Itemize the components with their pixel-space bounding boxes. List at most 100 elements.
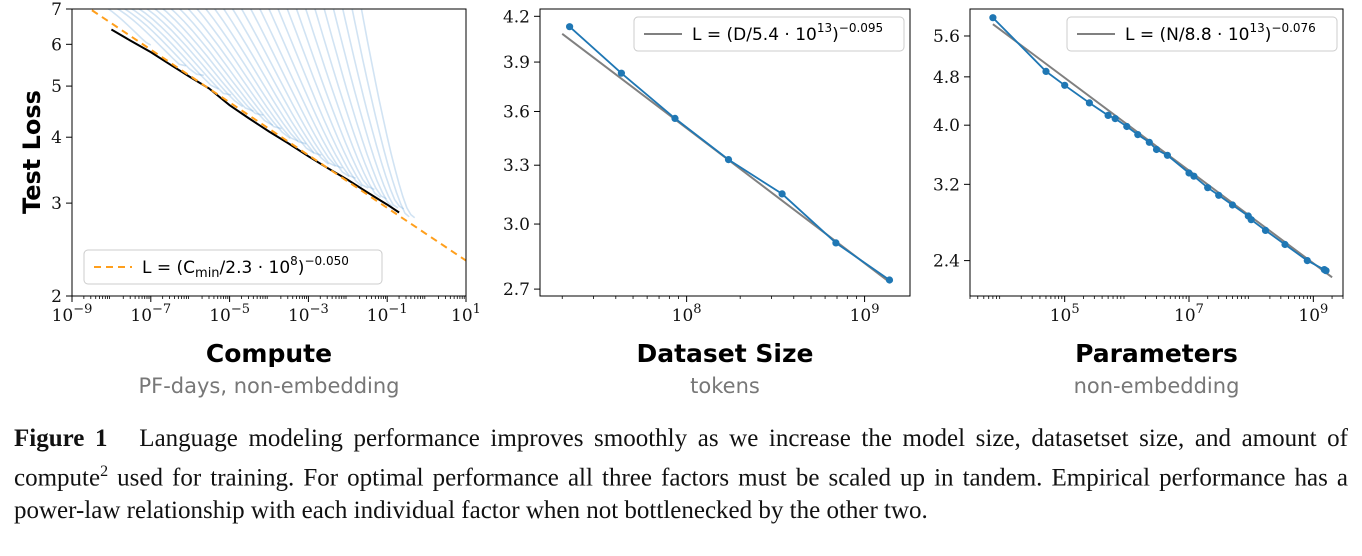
learning-curve <box>231 9 330 165</box>
x-axis-label: Compute <box>206 339 332 368</box>
learning-curve <box>323 9 393 208</box>
x-tick-label: 10−1 <box>367 302 408 326</box>
y-tick-label: 2 <box>51 287 62 307</box>
legend-text: L = (D/5.4 · 1013)−0.095 <box>692 21 883 45</box>
learning-curve <box>277 9 363 188</box>
learning-curve <box>286 9 369 189</box>
y-tick-label: 7 <box>51 0 62 20</box>
y-tick-label: 3.3 <box>503 156 530 176</box>
data-point <box>832 239 840 247</box>
data-point <box>1152 145 1161 154</box>
learning-curve <box>116 9 186 67</box>
caption-text-part2: used for training. For optimal performan… <box>14 464 1348 525</box>
data-point <box>1247 216 1255 224</box>
plot-area <box>561 23 894 284</box>
data-point <box>1303 257 1311 265</box>
learning-curve <box>314 9 387 200</box>
data-point <box>671 114 679 122</box>
y-tick-label: 2.7 <box>503 280 530 300</box>
learning-curve <box>341 9 405 210</box>
data-point <box>1322 267 1330 275</box>
learning-curve <box>213 9 315 154</box>
x-tick-label: 109 <box>850 302 880 326</box>
y-tick-label: 3 <box>51 194 62 214</box>
data-point <box>1228 201 1237 209</box>
learning-curve <box>304 9 381 199</box>
data-point <box>1042 67 1050 75</box>
compute-frontier-line <box>110 28 400 214</box>
learning-curve <box>178 9 282 130</box>
x-tick-label: 108 <box>672 302 702 326</box>
learning-curve <box>332 9 399 209</box>
parameters-panel: 105 107 109 2.4 3.2 4.0 4.8 5.6 Parameters non-em… <box>933 8 1344 398</box>
x-tick-label: 10−7 <box>130 302 171 326</box>
y-tick-label: 4.8 <box>933 68 960 88</box>
caption-label: Figure 1 <box>14 425 108 452</box>
x-tick-label: 105 <box>1050 302 1080 326</box>
plot-area <box>989 14 1333 279</box>
learning-curve <box>240 9 336 167</box>
data-line <box>568 26 891 281</box>
data-point <box>989 14 997 22</box>
data-point <box>617 69 626 77</box>
learning-curve <box>153 9 254 112</box>
learning-curve <box>295 9 375 191</box>
x-tick-label: 10−5 <box>209 302 250 326</box>
y-axis-label: Test Loss <box>18 90 46 214</box>
learning-curve <box>130 9 219 90</box>
y-tick-label: 3.6 <box>503 102 530 122</box>
x-tick-label: 10−3 <box>288 302 329 326</box>
y-tick-label: 5 <box>51 77 62 97</box>
data-line <box>992 17 1327 272</box>
data-point <box>1261 226 1270 234</box>
learning-curve <box>222 9 322 156</box>
fit-line <box>992 23 1333 279</box>
learning-curve <box>170 9 274 126</box>
data-point <box>1163 151 1171 159</box>
y-tick-label: 6 <box>51 35 62 55</box>
x-axis-label: Dataset Size <box>636 339 813 368</box>
data-point <box>1215 191 1223 199</box>
data-point <box>1281 240 1289 249</box>
learning-curve <box>249 9 343 169</box>
figure-caption: Figure 1 Language modeling performance i… <box>14 422 1348 527</box>
learning-curve <box>351 9 410 218</box>
y-tick-label: 3.2 <box>933 175 960 195</box>
x-axis-sublabel: tokens <box>690 374 760 398</box>
legend-box <box>83 249 383 285</box>
learning-curve <box>204 9 307 145</box>
legend-text: L = (N/8.8 · 1013)−0.076 <box>1125 21 1316 45</box>
data-point <box>1111 115 1119 123</box>
data-point <box>1123 122 1131 131</box>
figure: 10−9 10−7 10−5 10−3 10−1 101 2 3 4 5 6 7 Test Loss Co… <box>18 0 1344 398</box>
data-point <box>1134 131 1142 139</box>
learning-curve <box>145 9 244 108</box>
learning-curve <box>161 9 264 116</box>
axes-frame <box>71 8 467 297</box>
legend-box <box>1066 16 1338 52</box>
learning-curve <box>268 9 356 179</box>
data-point <box>1190 172 1198 180</box>
caption-footnote-marker: 2 <box>100 463 109 480</box>
legend-box <box>633 16 905 52</box>
learning-curve <box>123 9 204 77</box>
learning-curve <box>196 9 299 142</box>
learning-curve <box>187 9 291 140</box>
data-point <box>778 190 786 198</box>
y-tick-label: 4.2 <box>503 7 530 27</box>
x-tick-label: 10−9 <box>52 302 93 326</box>
x-axis-sublabel: PF-days, non-embedding <box>138 374 399 398</box>
learning-curve <box>137 9 232 96</box>
legend-text: L = (Cmin/2.3 · 108)−0.050 <box>142 254 349 281</box>
x-axis-sublabel: non-embedding <box>1074 374 1240 398</box>
learning-curve <box>360 9 416 219</box>
y-tick-label: 5.6 <box>933 27 960 47</box>
data-point <box>885 276 894 284</box>
data-point <box>1061 81 1069 89</box>
y-tick-label: 3.9 <box>503 53 530 73</box>
learning-curve <box>107 9 152 46</box>
data-point <box>724 156 733 164</box>
y-tick-label: 3.0 <box>503 215 530 235</box>
dataset-size-panel: 108 109 2.7 3.0 3.3 3.6 3.9 4.2 Dataset Size toke… <box>503 7 911 398</box>
y-tick-label: 4.0 <box>933 116 960 136</box>
